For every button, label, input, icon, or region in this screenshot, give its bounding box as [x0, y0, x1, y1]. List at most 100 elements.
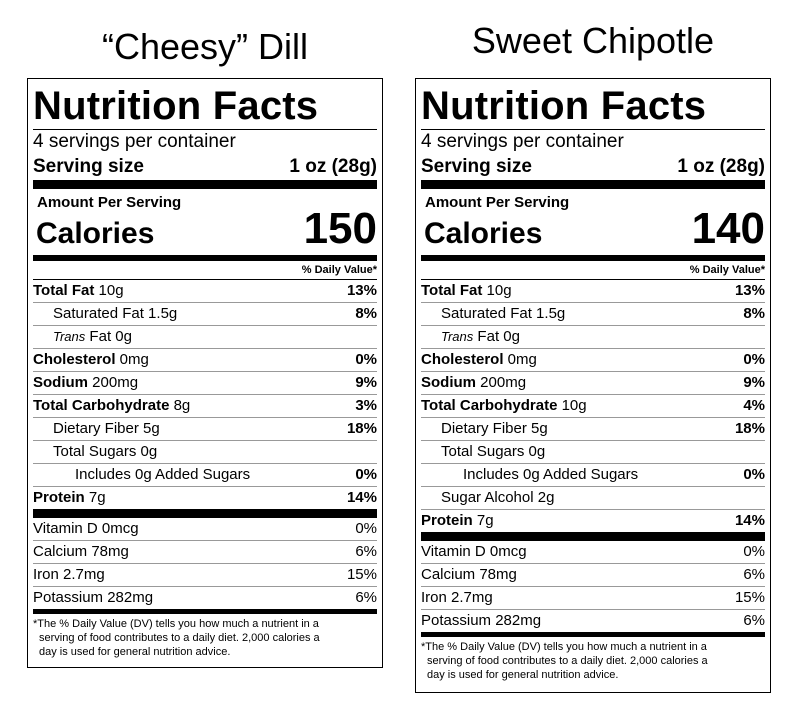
nutrient-row: Sodium 200mg 9% [33, 371, 377, 394]
nutrient-dv: 14% [734, 512, 765, 529]
vitamin-row: Iron 2.7mg 15% [33, 563, 377, 586]
thick-divider [421, 180, 765, 189]
footnote-line: serving of food contributes to a daily d… [427, 655, 708, 667]
medium-divider [421, 632, 765, 637]
nutrient-row: Sugar Alcohol 2g [421, 486, 765, 509]
nutrient-row: Total Carbohydrate 10g 4% [421, 394, 765, 417]
vitamin-dv: 6% [355, 543, 377, 560]
vitamin-row: Potassium 282mg 6% [421, 609, 765, 632]
calories-label: Calories [424, 217, 543, 250]
footnote-line: *The % Daily Value (DV) tells you how mu… [421, 641, 707, 653]
nutrient-amount: 0mg [503, 351, 537, 368]
vitamin-label: Calcium 78mg [33, 543, 129, 560]
vitamin-dv: 15% [734, 589, 765, 606]
nutrient-amount: 200mg [88, 374, 139, 391]
nutrient-row: Dietary Fiber 5g 18% [421, 417, 765, 440]
nutrient-name: Trans [53, 329, 86, 344]
nutrient-dv: 0% [743, 351, 765, 368]
vitamin-label: Iron 2.7mg [33, 566, 105, 583]
amount-per-serving: Amount Per Serving [37, 194, 182, 211]
nutrient-amount: 10g [482, 282, 512, 299]
nutrient-name: Trans [441, 329, 474, 344]
serving-size-row: Serving size 1 oz (28g) [421, 154, 765, 180]
nutrient-row: Total Fat 10g 13% [421, 279, 765, 302]
medium-divider [33, 609, 377, 614]
calories-row: Calories 150 [33, 207, 377, 251]
nutrient-row: Trans Fat 0g [421, 325, 765, 348]
vitamin-label: Calcium 78mg [421, 566, 517, 583]
nutrient-row: Sodium 200mg 9% [421, 371, 765, 394]
serving-size-value: 1 oz (28g) [677, 156, 765, 177]
nutrient-row: Total Fat 10g 13% [33, 279, 377, 302]
nutrient-dv: 9% [743, 374, 765, 391]
vitamin-row: Calcium 78mg 6% [421, 563, 765, 586]
nutrient-amount: 10g [94, 282, 124, 299]
nutrient-name: Total Carbohydrate [421, 397, 558, 414]
nutrient-name: Total Fat [421, 282, 483, 299]
nutrient-row: Total Sugars 0g [33, 440, 377, 463]
footnote-line: day is used for general nutrition advice… [427, 669, 619, 681]
nutrient-amount: 7g [84, 489, 106, 506]
nutrient-amount: 8g [169, 397, 191, 414]
nutrient-name: Protein [33, 489, 85, 506]
calories-row: Calories 140 [421, 207, 765, 251]
nutrient-dv: 0% [743, 466, 765, 483]
nutrient-amount: Fat 0g [473, 328, 520, 345]
divider [421, 129, 765, 130]
daily-value-header: % Daily Value* [33, 260, 377, 279]
serving-size-label: Serving size [421, 156, 532, 177]
footnote: *The % Daily Value (DV) tells you how mu… [33, 614, 377, 659]
nutrient-row: Cholesterol 0mg 0% [33, 348, 377, 371]
vitamin-dv: 0% [743, 543, 765, 560]
footnote-line: *The % Daily Value (DV) tells you how mu… [33, 618, 319, 630]
nutrient-name: Cholesterol [33, 351, 116, 368]
vitamin-label: Potassium 282mg [33, 589, 154, 606]
serving-size-row: Serving size 1 oz (28g) [33, 154, 377, 180]
vitamin-label: Vitamin D 0mcg [421, 543, 527, 560]
nutrient-row: Dietary Fiber 5g 18% [33, 417, 377, 440]
nutrient-name: Sodium [33, 374, 88, 391]
nutrient-amount: Includes 0g Added Sugars [463, 466, 639, 483]
nutrient-dv: 3% [355, 397, 377, 414]
nutrient-row: Trans Fat 0g [33, 325, 377, 348]
vitamin-dv: 6% [355, 589, 377, 606]
nutrient-amount: Fat 0g [85, 328, 132, 345]
nutrient-row: Protein 7g 14% [421, 509, 765, 532]
product-title-cheesy-dill: “Cheesy” Dill [101, 26, 309, 67]
nutrient-amount: Total Sugars 0g [441, 443, 546, 460]
calories-label: Calories [36, 217, 155, 250]
nutrient-row: Includes 0g Added Sugars 0% [421, 463, 765, 486]
product-title-sweet-chipotle: Sweet Chipotle [471, 20, 715, 61]
footnote: *The % Daily Value (DV) tells you how mu… [421, 637, 765, 682]
vitamin-row: Iron 2.7mg 15% [421, 586, 765, 609]
vitamin-label: Potassium 282mg [421, 612, 542, 629]
nutrient-row: Saturated Fat 1.5g 8% [421, 302, 765, 325]
nutrient-row: Total Sugars 0g [421, 440, 765, 463]
nutrient-row: Protein 7g 14% [33, 486, 377, 509]
nutrient-name: Total Carbohydrate [33, 397, 170, 414]
nutrient-dv: 18% [346, 420, 377, 437]
vitamin-row: Calcium 78mg 6% [33, 540, 377, 563]
vitamin-label: Iron 2.7mg [421, 589, 493, 606]
nutrient-row: Saturated Fat 1.5g 8% [33, 302, 377, 325]
medium-divider [33, 255, 377, 260]
nutrient-dv: 8% [355, 305, 377, 322]
nutrient-dv: 9% [355, 374, 377, 391]
vitamin-dv: 6% [743, 612, 765, 629]
nutrient-dv: 0% [355, 466, 377, 483]
nutrient-amount: 0mg [115, 351, 149, 368]
amount-per-serving: Amount Per Serving [425, 194, 570, 211]
nutrient-amount: Saturated Fat 1.5g [441, 305, 566, 322]
nutrient-name: Sodium [421, 374, 476, 391]
nutrient-name: Cholesterol [421, 351, 504, 368]
nutrient-amount: Dietary Fiber 5g [441, 420, 548, 437]
calories-value: 150 [303, 204, 377, 253]
serving-size-label: Serving size [33, 156, 144, 177]
calories-value: 140 [691, 204, 765, 253]
nutrient-dv: 13% [734, 282, 765, 299]
servings-per-container: 4 servings per container [33, 131, 236, 152]
vitamin-row: Vitamin D 0mcg 0% [33, 518, 377, 540]
vitamin-dv: 15% [346, 566, 377, 583]
footnote-line: serving of food contributes to a daily d… [39, 632, 320, 644]
nutrient-amount: 10g [557, 397, 587, 414]
